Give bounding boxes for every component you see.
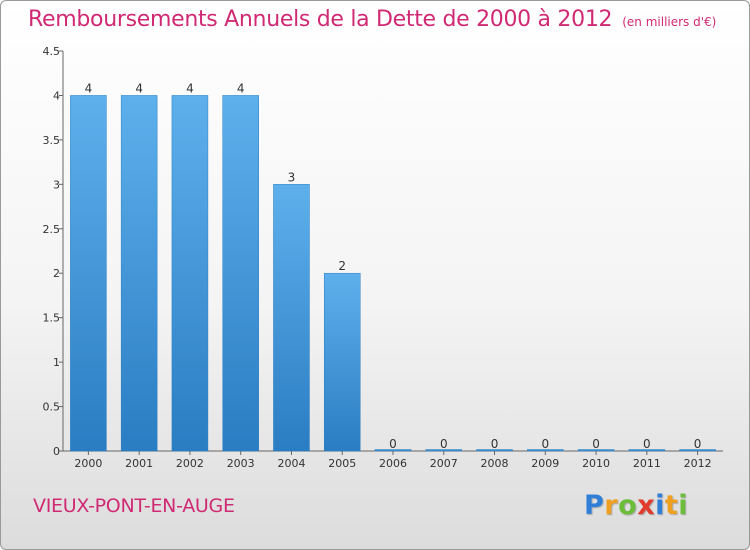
title-text: Remboursements Annuels de la Dette de 20…	[28, 7, 613, 32]
y-tick-label: 4.5	[43, 45, 61, 58]
bar	[120, 95, 158, 452]
bar	[476, 449, 513, 452]
data-label: 4	[186, 81, 194, 95]
logo-letter: t	[664, 490, 679, 521]
bar	[273, 184, 310, 452]
logo-letter: r	[604, 490, 619, 521]
logo-letter: o	[618, 490, 638, 521]
town-name: VIEUX-PONT-EN-AUGE	[33, 495, 235, 517]
chart-title: Remboursements Annuels de la Dette de 20…	[28, 7, 716, 32]
bar	[222, 95, 259, 452]
data-label: 4	[237, 81, 245, 95]
y-tick-label: 0.5	[43, 401, 61, 414]
x-tick-label: 2009	[531, 457, 559, 470]
data-label: 0	[592, 437, 600, 451]
bar	[577, 449, 615, 452]
y-tick-label: 1.5	[43, 312, 61, 325]
logo-letter: i	[678, 490, 689, 521]
unit-subtitle: (en milliers d'€)	[622, 15, 717, 29]
bar	[374, 449, 412, 452]
y-tick-label: 0	[53, 445, 60, 458]
data-label: 3	[288, 170, 296, 184]
bar	[628, 449, 666, 452]
bar	[171, 95, 209, 452]
data-label: 4	[85, 81, 93, 95]
logo-letter: x	[637, 490, 656, 521]
y-tick-label: 3.5	[43, 134, 61, 147]
x-tick-label: 2008	[481, 457, 509, 470]
x-tick-label: 2011	[633, 457, 661, 470]
bar	[425, 449, 463, 452]
data-label: 0	[694, 437, 702, 451]
x-tick-label: 2005	[328, 457, 356, 470]
x-tick-label: 2002	[176, 457, 204, 470]
data-label: 2	[338, 259, 346, 273]
y-tick-label: 4	[53, 89, 60, 102]
bar	[70, 95, 107, 452]
data-label: 0	[440, 437, 448, 451]
x-tick-label: 2004	[277, 457, 305, 470]
bar	[323, 272, 361, 452]
x-tick-label: 2006	[379, 457, 407, 470]
x-tick-label: 2003	[227, 457, 255, 470]
y-tick-label: 3	[53, 178, 60, 191]
x-tick-label: 2001	[125, 457, 153, 470]
logo-letter: P	[584, 490, 605, 521]
x-tick-label: 2010	[582, 457, 610, 470]
y-tick-label: 2.5	[43, 223, 61, 236]
data-label: 4	[135, 81, 143, 95]
labels: 2000 4 2001 4 2002 4 2003 4 2004 3 2005 2 2006 0 2007 0…	[74, 81, 711, 470]
data-label: 0	[389, 437, 397, 451]
bar	[679, 449, 716, 452]
data-label: 0	[541, 437, 549, 451]
bars	[70, 95, 716, 452]
x-tick-label: 2012	[684, 457, 712, 470]
proxiti-logo: Proxiti	[584, 490, 688, 521]
y-tick-label: 2	[53, 267, 60, 280]
x-tick-label: 2000	[74, 457, 102, 470]
data-label: 0	[491, 437, 499, 451]
x-tick-label: 2007	[430, 457, 458, 470]
logo-letter: i	[655, 490, 665, 521]
y-tick-label: 1	[53, 356, 60, 369]
bar	[527, 449, 564, 452]
data-label: 0	[643, 437, 651, 451]
